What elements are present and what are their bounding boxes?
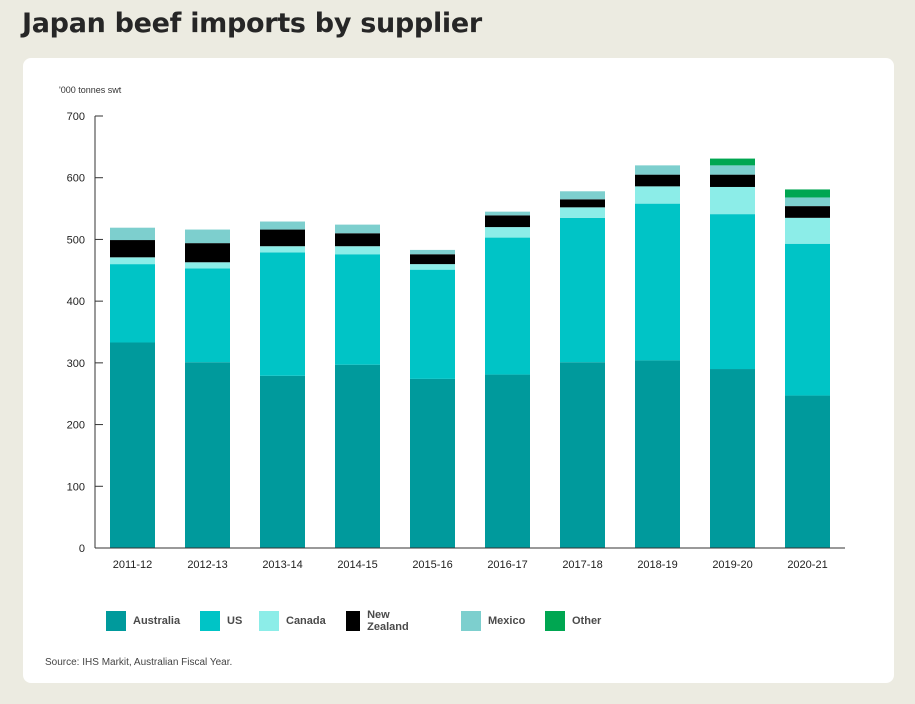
legend-item-mexico: Mexico bbox=[461, 610, 525, 632]
x-tick-label: 2019-20 bbox=[712, 559, 752, 571]
y-tick-label: 200 bbox=[67, 420, 85, 432]
x-tick-label: 2020-21 bbox=[787, 559, 827, 571]
legend-label: Australia bbox=[133, 615, 181, 627]
bar-segment-mexico bbox=[185, 229, 230, 244]
bar-segment-us bbox=[710, 214, 755, 370]
bar-segment-us bbox=[485, 237, 530, 375]
y-tick-label: 400 bbox=[67, 296, 85, 308]
y-tick-label: 500 bbox=[67, 234, 85, 246]
bar-segment-australia bbox=[785, 395, 830, 548]
legend-swatch bbox=[200, 611, 220, 631]
bar-segment-australia bbox=[260, 375, 305, 548]
bar-segment-us bbox=[785, 243, 830, 396]
y-tick-label: 700 bbox=[67, 111, 85, 123]
bar-segment-australia bbox=[560, 362, 605, 548]
bar-segment-new-zealand bbox=[485, 215, 530, 228]
page-title: Japan beef imports by supplier bbox=[22, 8, 482, 39]
legend-label: New Zealand bbox=[367, 609, 409, 633]
y-tick-label: 600 bbox=[67, 173, 85, 185]
bar-segment-australia bbox=[410, 378, 455, 548]
bar-segment-australia bbox=[635, 360, 680, 548]
x-tick-label: 2016-17 bbox=[487, 559, 527, 571]
legend-item-us: US bbox=[200, 610, 242, 632]
bar-segment-canada bbox=[560, 207, 605, 218]
bar-segment-mexico bbox=[710, 165, 755, 175]
legend-swatch bbox=[346, 611, 361, 631]
x-tick-label: 2012-13 bbox=[187, 559, 227, 571]
legend-item-canada: Canada bbox=[259, 610, 326, 632]
bar-segment-canada bbox=[485, 227, 530, 238]
bar-segment-us bbox=[110, 264, 155, 343]
bar-segment-mexico bbox=[410, 249, 455, 255]
bar-segment-canada bbox=[710, 186, 755, 215]
legend-swatch bbox=[106, 611, 126, 631]
legend-item-new-zealand: New Zealand bbox=[346, 609, 415, 633]
bar-segment-new-zealand bbox=[185, 243, 230, 263]
y-tick-label: 0 bbox=[79, 543, 85, 555]
legend-label: Mexico bbox=[488, 615, 526, 627]
bar-segment-us bbox=[410, 269, 455, 379]
bar-segment-canada bbox=[635, 186, 680, 204]
legend-swatch bbox=[461, 611, 481, 631]
x-tick-label: 2015-16 bbox=[412, 559, 452, 571]
bar-segment-australia bbox=[110, 342, 155, 548]
legend-label: Canada bbox=[286, 615, 326, 627]
bar-segment-canada bbox=[185, 262, 230, 269]
bar-segment-us bbox=[560, 217, 605, 363]
y-tick-label: 100 bbox=[67, 481, 85, 493]
bar-segment-us bbox=[635, 203, 680, 361]
bar-segment-mexico bbox=[110, 227, 155, 241]
bar-segment-us bbox=[335, 254, 380, 365]
x-tick-label: 2013-14 bbox=[262, 559, 302, 571]
bar-segment-canada bbox=[410, 264, 455, 270]
bar-segment-australia bbox=[335, 364, 380, 548]
bar-segment-new-zealand bbox=[410, 254, 455, 265]
bar-segment-canada bbox=[785, 217, 830, 244]
bar-segment-canada bbox=[260, 246, 305, 253]
bar-segment-mexico bbox=[560, 191, 605, 200]
x-tick-label: 2018-19 bbox=[637, 559, 677, 571]
source-note: Source: IHS Markit, Australian Fiscal Ye… bbox=[45, 657, 233, 668]
bar-segment-us bbox=[260, 252, 305, 376]
bar-segment-new-zealand bbox=[560, 199, 605, 208]
bar-segment-mexico bbox=[335, 224, 380, 234]
legend-label: Other bbox=[572, 615, 602, 627]
legend-item-other: Other bbox=[545, 610, 601, 632]
bar-segment-new-zealand bbox=[335, 233, 380, 247]
y-axis-unit-label: '000 tonnes swt bbox=[59, 85, 122, 95]
bar-segment-mexico bbox=[635, 165, 680, 175]
bar-segment-australia bbox=[185, 362, 230, 548]
y-tick-label: 300 bbox=[67, 358, 85, 370]
bar-segment-other bbox=[785, 189, 830, 198]
bar-segment-mexico bbox=[785, 197, 830, 207]
x-tick-label: 2011-12 bbox=[113, 559, 153, 571]
bar-segment-australia bbox=[485, 374, 530, 548]
bar-segment-us bbox=[185, 268, 230, 363]
bar-segment-new-zealand bbox=[260, 229, 305, 247]
bar-segment-new-zealand bbox=[785, 206, 830, 218]
legend-swatch bbox=[259, 611, 279, 631]
bar-segment-mexico bbox=[485, 211, 530, 216]
bar-segment-australia bbox=[710, 369, 755, 548]
bar-segment-other bbox=[710, 158, 755, 166]
x-tick-label: 2017-18 bbox=[562, 559, 602, 571]
legend-swatch bbox=[545, 611, 565, 631]
bar-segment-canada bbox=[335, 246, 380, 255]
bar-segment-mexico bbox=[260, 221, 305, 230]
bar-segment-new-zealand bbox=[710, 174, 755, 187]
bar-segment-new-zealand bbox=[635, 174, 680, 187]
bar-segment-canada bbox=[110, 257, 155, 265]
legend-item-australia: Australia bbox=[106, 610, 180, 632]
bar-segment-new-zealand bbox=[110, 240, 155, 258]
legend-label: US bbox=[227, 615, 243, 627]
x-tick-label: 2014-15 bbox=[337, 559, 377, 571]
